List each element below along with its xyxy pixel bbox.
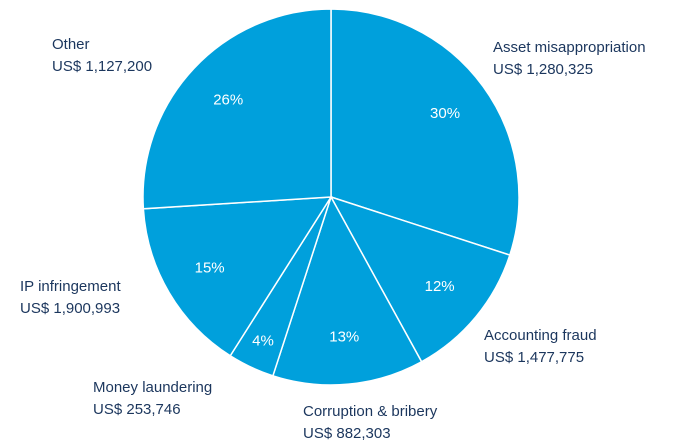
- category-label: Money laundering: [93, 379, 212, 396]
- percent-label: 4%: [252, 333, 274, 350]
- amount-label: US$ 882,303: [303, 425, 391, 442]
- category-label: Other: [52, 36, 90, 53]
- percent-label: 12%: [425, 278, 455, 295]
- pie-slice: [329, 195, 511, 363]
- pie-slice: [142, 8, 332, 210]
- amount-label: US$ 253,746: [93, 401, 181, 418]
- amount-label: US$ 1,280,325: [493, 61, 593, 78]
- percent-label: 13%: [329, 328, 359, 345]
- pie-slice: [142, 196, 333, 357]
- category-label: IP infringement: [20, 278, 121, 295]
- pie-slice: [330, 8, 520, 257]
- amount-label: US$ 1,477,775: [484, 349, 584, 366]
- amount-label: US$ 1,900,993: [20, 300, 120, 317]
- category-label: Asset misappropriation: [493, 39, 646, 56]
- category-label: Corruption & bribery: [303, 403, 438, 420]
- category-label: Accounting fraud: [484, 327, 597, 344]
- percent-label: 15%: [195, 260, 225, 277]
- percent-label: 26%: [213, 91, 243, 108]
- amount-label: US$ 1,127,200: [52, 58, 152, 75]
- percent-label: 30%: [430, 105, 460, 122]
- pie-slice: [271, 195, 423, 386]
